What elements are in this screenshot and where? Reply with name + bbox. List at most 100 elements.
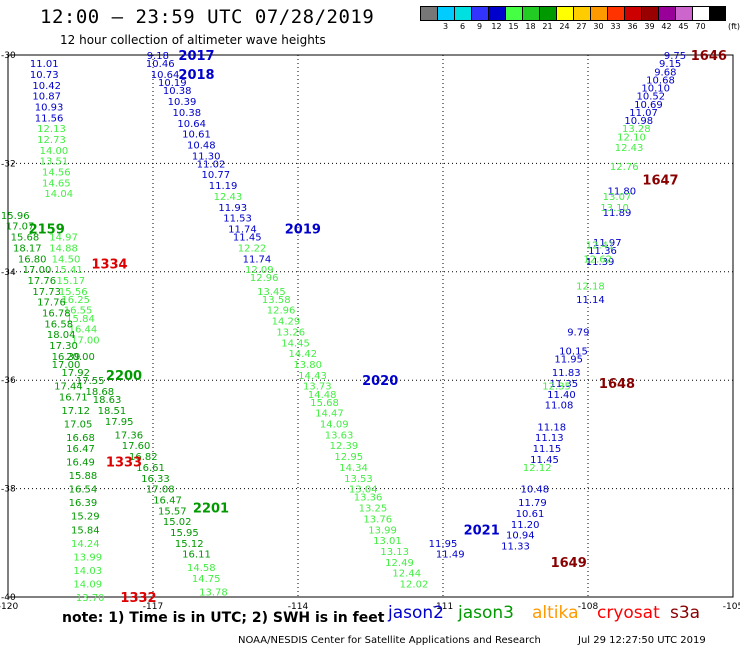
- wave-height-value: 11.30: [192, 151, 221, 162]
- longitude-label: -105: [723, 602, 740, 612]
- scale-label: 70: [695, 22, 706, 31]
- wave-height-value: 15.17: [57, 276, 86, 287]
- wave-height-value: 10.42: [32, 81, 61, 92]
- color-scale-labels: 3 6 9 12 15 18 21 24 27 30 33 36 39 42 45 70: [420, 22, 709, 31]
- wave-height-value: 11.14: [576, 295, 605, 306]
- wave-height-value: 17.00: [71, 336, 100, 347]
- wave-height-value: 14.48: [308, 390, 337, 401]
- wave-height-value: 14.09: [320, 420, 349, 431]
- scale-label: 24: [559, 22, 570, 31]
- legend-item-altika: altika: [532, 603, 579, 623]
- color-scale-unit: (ft): [728, 22, 740, 31]
- wave-height-value: 17.36: [115, 430, 144, 441]
- wave-height-value: 14.29: [272, 317, 301, 328]
- wave-height-value: 13.76: [363, 514, 392, 525]
- wave-height-value: 12.95: [334, 452, 363, 463]
- wave-height-value: 10.94: [506, 531, 535, 542]
- wave-height-value: 18.04: [47, 330, 76, 341]
- wave-height-value: 10.77: [202, 170, 231, 181]
- wave-height-value: 10.19: [158, 78, 187, 89]
- wave-height-value: 10.39: [168, 97, 197, 108]
- wave-height-value: 10.46: [146, 59, 175, 70]
- wave-height-value: 10.98: [624, 116, 653, 127]
- wave-height-value: 11.56: [35, 113, 64, 124]
- wave-height-value: 13.36: [354, 493, 383, 504]
- pass-time-label: 2017: [178, 49, 214, 64]
- scale-swatch: [573, 6, 590, 21]
- wave-height-value: 13.58: [262, 295, 291, 306]
- wave-height-value: 17.44: [54, 382, 83, 393]
- wave-height-value: 16.80: [18, 254, 47, 265]
- legend-item-cryosat: cryosat: [597, 603, 660, 623]
- map-frame: [7, 54, 734, 598]
- wave-height-value: 18.51: [98, 406, 127, 417]
- scale-label: 30: [593, 22, 604, 31]
- longitude-label: -120: [0, 602, 18, 612]
- pass-time-label: 1334: [91, 258, 127, 273]
- wave-height-value: 17.05: [64, 420, 93, 431]
- pass-time-label: 2018: [178, 68, 214, 83]
- wave-height-value: 14.65: [42, 178, 71, 189]
- wave-height-value: 16.71: [59, 392, 88, 403]
- pass-time-label: 1648: [599, 377, 635, 392]
- wave-height-value: 16.49: [66, 458, 95, 469]
- wave-height-value: 12.13: [37, 124, 66, 135]
- wave-height-value: 13.28: [622, 124, 651, 135]
- wave-height-value: 11.80: [608, 187, 637, 198]
- wave-height-value: 13.26: [276, 327, 305, 338]
- wave-height-value: 10.68: [646, 75, 675, 86]
- wave-height-value: 9.68: [654, 67, 676, 78]
- wave-height-value: 20.00: [66, 352, 95, 363]
- wave-height-value: 16.47: [66, 444, 95, 455]
- scale-swatch: [505, 6, 522, 21]
- wave-height-value: 12.35: [542, 382, 571, 393]
- wave-height-value: 13.10: [600, 203, 629, 214]
- scale-label: 21: [542, 22, 553, 31]
- wave-height-value: 10.64: [151, 70, 180, 81]
- wave-height-value: 12.73: [37, 135, 66, 146]
- wave-height-value: 13.25: [359, 504, 388, 515]
- wave-height-value: 14.24: [71, 539, 100, 550]
- scale-swatch: [624, 6, 641, 21]
- scale-swatch: [454, 6, 471, 21]
- wave-height-value: 11.93: [218, 203, 247, 214]
- wave-height-value: 11.45: [530, 455, 559, 466]
- scale-swatch: [709, 6, 726, 21]
- wave-height-value: 17.08: [146, 485, 175, 496]
- wave-height-value: 15.57: [158, 506, 187, 517]
- wave-height-value: 14.42: [289, 349, 318, 360]
- wave-height-value: 11.36: [588, 246, 617, 257]
- wave-height-value: 15.29: [71, 512, 100, 523]
- wave-height-value: 13.04: [349, 485, 378, 496]
- wave-height-value: 16.44: [69, 325, 98, 336]
- wave-height-value: 11.89: [603, 208, 632, 219]
- wave-height-value: 13.53: [344, 474, 373, 485]
- scale-swatch: [420, 6, 437, 21]
- legend-item-jason2: jason2: [388, 603, 444, 623]
- wave-height-value: 16.58: [44, 319, 73, 330]
- wave-height-value: 11.01: [30, 59, 59, 70]
- wave-height-value: 17.55: [76, 376, 105, 387]
- wave-height-value: 10.10: [641, 84, 670, 95]
- wave-height-value: 10.61: [516, 509, 545, 520]
- scale-swatch: [539, 6, 556, 21]
- scale-label: 42: [661, 22, 672, 31]
- wave-height-value: 11.39: [586, 257, 615, 268]
- wave-height-value: 17.00: [23, 265, 52, 276]
- wave-height-value: 11.08: [545, 401, 574, 412]
- wave-height-value: 16.82: [129, 452, 158, 463]
- generated-timestamp: Jul 29 12:27:50 UTC 2019: [578, 635, 706, 646]
- wave-height-value: 14.56: [42, 168, 71, 179]
- wave-height-value: 12.12: [523, 463, 552, 474]
- pass-time-label: 2020: [362, 374, 398, 389]
- wave-height-value: 10.73: [30, 70, 59, 81]
- wave-height-value: 11.95: [429, 539, 458, 550]
- scale-swatch: [692, 6, 709, 21]
- scale-label: 39: [644, 22, 655, 31]
- pass-time-label: 2159: [29, 222, 65, 237]
- wave-height-value: 15.56: [59, 287, 88, 298]
- scale-swatch: [471, 6, 488, 21]
- wave-height-value: 16.11: [182, 550, 211, 561]
- wave-height-value: 17.95: [105, 417, 134, 428]
- wave-height-value: 15.84: [66, 314, 95, 325]
